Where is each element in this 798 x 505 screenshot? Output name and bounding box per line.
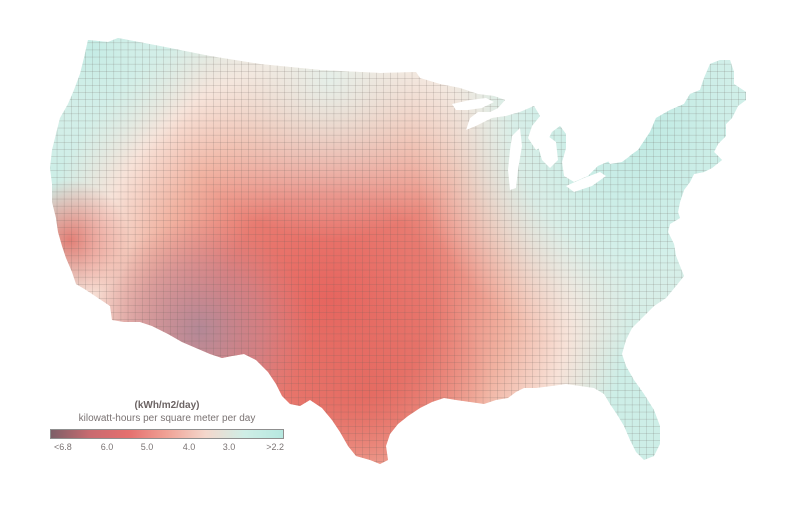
- legend-subtitle: kilowatt-hours per square meter per day: [78, 413, 256, 424]
- legend-color-bar: [50, 429, 284, 439]
- legend-title: (kWh/m2/day): [134, 400, 200, 411]
- legend-tick-3: 4.0: [182, 442, 196, 452]
- legend-ticks: <6.8 6.0 5.0 4.0 3.0 >2.2: [50, 442, 284, 456]
- legend-tick-1: 6.0: [100, 442, 114, 452]
- great-lakes: [452, 98, 630, 192]
- legend-tick-5: >2.2: [266, 442, 284, 452]
- legend-tick-4: 3.0: [222, 442, 236, 452]
- legend-tick-2: 5.0: [140, 442, 154, 452]
- legend-tick-0: <6.8: [54, 442, 72, 452]
- legend: (kWh/m2/day) kilowatt-hours per square m…: [50, 399, 284, 456]
